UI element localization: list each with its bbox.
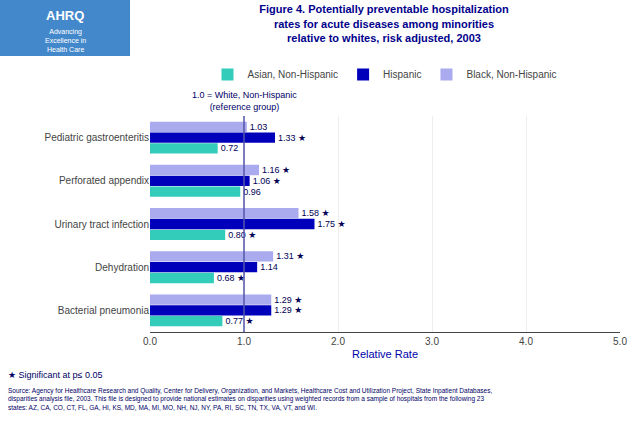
svg-text:0.80 ★: 0.80 ★ xyxy=(228,230,256,240)
svg-text:1.0 = White, Non-Hispanic(refe: 1.0 = White, Non-Hispanic(reference grou… xyxy=(192,90,297,112)
svg-text:Pediatric gastroenteritis: Pediatric gastroenteritis xyxy=(45,132,150,143)
svg-text:3.0: 3.0 xyxy=(425,336,439,347)
svg-text:Source: Agency for Healthcare: Source: Agency for Healthcare Research a… xyxy=(8,387,492,411)
svg-text:1.33 ★: 1.33 ★ xyxy=(278,133,306,143)
svg-text:1.75 ★: 1.75 ★ xyxy=(318,219,346,229)
svg-text:5.0: 5.0 xyxy=(613,336,627,347)
svg-text:1.16 ★: 1.16 ★ xyxy=(262,165,290,175)
svg-text:1.0: 1.0 xyxy=(237,336,251,347)
svg-text:Urinary tract infection: Urinary tract infection xyxy=(55,219,149,230)
svg-text:4.0: 4.0 xyxy=(519,336,533,347)
svg-text:Bacterial pneumonia: Bacterial pneumonia xyxy=(58,305,150,316)
svg-text:Perforated appendix: Perforated appendix xyxy=(59,175,149,186)
svg-text:Hispanic: Hispanic xyxy=(383,69,421,80)
svg-text:Asian, Non-Hispanic: Asian, Non-Hispanic xyxy=(248,69,339,80)
svg-text:★ Significant at p≤ 0.05: ★ Significant at p≤ 0.05 xyxy=(8,370,103,380)
svg-text:1.58 ★: 1.58 ★ xyxy=(302,208,330,218)
svg-text:1.31 ★: 1.31 ★ xyxy=(276,251,304,261)
svg-text:Dehydration: Dehydration xyxy=(95,262,149,273)
svg-text:0.0: 0.0 xyxy=(143,336,157,347)
svg-text:AHRQ: AHRQ xyxy=(46,8,84,23)
svg-text:1.03: 1.03 xyxy=(250,122,268,132)
svg-text:0.77 ★: 0.77 ★ xyxy=(225,316,253,326)
svg-text:Figure 4. Potentially preventa: Figure 4. Potentially preventable hospit… xyxy=(259,3,509,44)
svg-text:1.06 ★: 1.06 ★ xyxy=(253,176,281,186)
svg-text:AdvancingExcellence inHealth C: AdvancingExcellence inHealth Care xyxy=(45,28,86,53)
svg-text:0.72: 0.72 xyxy=(221,143,239,153)
svg-text:0.68 ★: 0.68 ★ xyxy=(217,273,245,283)
svg-text:1.29 ★: 1.29 ★ xyxy=(274,305,302,315)
svg-text:Relative Rate: Relative Rate xyxy=(352,348,418,360)
svg-text:Black, Non-Hispanic: Black, Non-Hispanic xyxy=(466,69,556,80)
svg-text:0.96: 0.96 xyxy=(243,187,261,197)
svg-text:1.29 ★: 1.29 ★ xyxy=(274,295,302,305)
svg-text:1.14: 1.14 xyxy=(260,262,278,272)
svg-text:2.0: 2.0 xyxy=(331,336,345,347)
